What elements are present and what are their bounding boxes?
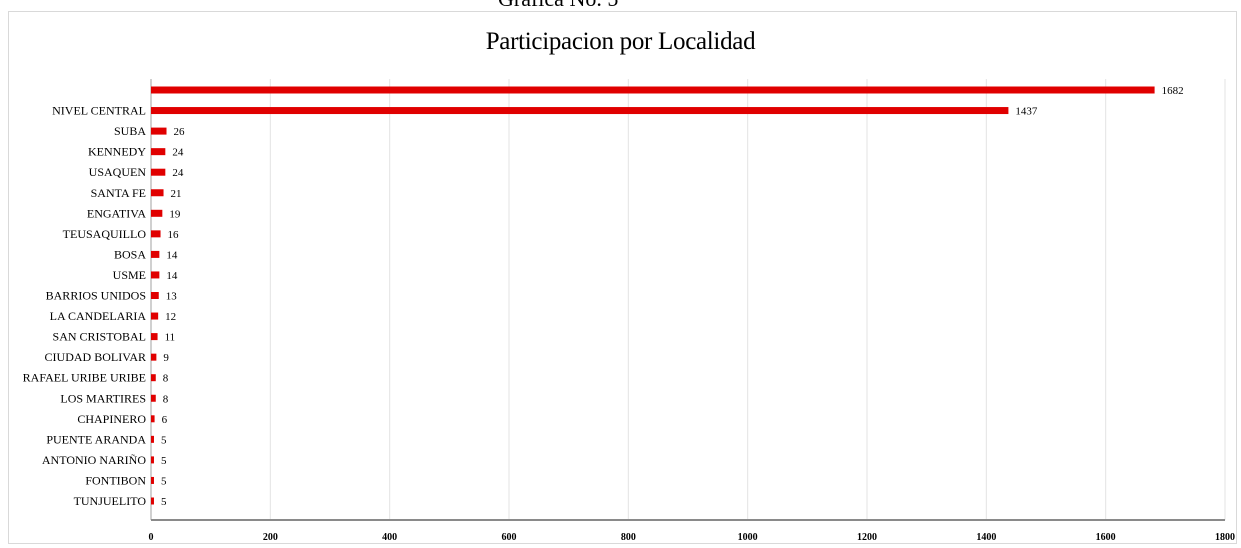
x-tick-label: 1600 — [1096, 532, 1116, 543]
data-label: 8 — [163, 373, 169, 385]
x-tick-label: 400 — [382, 532, 397, 543]
bar — [151, 148, 166, 156]
category-label: NIVEL CENTRAL — [52, 104, 146, 118]
bar — [151, 107, 1009, 115]
data-label: 16 — [168, 229, 180, 241]
bar — [151, 209, 163, 217]
category-label: TUNJUELITO — [74, 494, 147, 508]
x-tick-label: 1200 — [857, 532, 877, 543]
data-label: 14 — [166, 249, 178, 261]
bar — [151, 435, 154, 443]
category-label: USAQUEN — [89, 165, 147, 179]
category-label: SANTA FE — [91, 186, 146, 200]
data-label: 1682 — [1162, 85, 1184, 97]
x-tick-label: 800 — [621, 532, 636, 543]
category-label: PUENTE ARANDA — [46, 432, 146, 446]
data-label: 11 — [165, 332, 176, 344]
category-label: CHAPINERO — [77, 412, 146, 426]
category-label: CIUDAD BOLIVAR — [45, 350, 146, 364]
category-label: BOSA — [114, 247, 146, 261]
data-label: 21 — [171, 188, 182, 200]
bar — [151, 415, 155, 423]
x-tick-label: 600 — [502, 532, 517, 543]
data-label: 14 — [166, 270, 178, 282]
bar — [151, 189, 164, 197]
category-label: FONTIBON — [85, 473, 146, 487]
bar — [151, 127, 167, 135]
category-label: USME — [113, 268, 146, 282]
data-label: 9 — [163, 352, 169, 364]
x-tick-label: 1400 — [976, 532, 996, 543]
bar — [151, 374, 156, 382]
category-label: KENNEDY — [88, 145, 146, 159]
data-label: 6 — [162, 414, 168, 426]
category-label: SAN CRISTOBAL — [53, 330, 146, 344]
category-label: LA CANDELARIA — [50, 309, 147, 323]
x-tick-label: 200 — [263, 532, 278, 543]
bar — [151, 292, 159, 299]
data-label: 8 — [163, 393, 169, 405]
data-label: 19 — [169, 208, 181, 220]
data-label: 24 — [172, 147, 184, 159]
data-label: 5 — [161, 496, 167, 508]
figure-caption: Grafica No. 5 — [498, 0, 618, 12]
data-label: 12 — [165, 311, 176, 323]
category-label: BARRIOS UNIDOS — [46, 289, 146, 303]
bar — [151, 333, 158, 341]
x-tick-label: 1000 — [738, 532, 758, 543]
bar — [151, 271, 160, 279]
bar — [151, 353, 157, 361]
category-label: RAFAEL URIBE URIBE — [23, 371, 146, 385]
bar — [151, 456, 154, 464]
category-label: ANTONIO NARIÑO — [42, 453, 146, 467]
x-tick-label: 1800 — [1215, 532, 1235, 543]
data-label: 1437 — [1015, 106, 1037, 118]
bar — [151, 476, 154, 484]
bar — [151, 250, 160, 258]
x-tick-label: 0 — [149, 532, 154, 543]
bar — [151, 394, 156, 402]
bar — [151, 168, 166, 176]
category-label: SUBA — [114, 124, 146, 138]
category-label: ENGATIVA — [87, 206, 146, 220]
bar — [151, 86, 1155, 94]
category-label: LOS MARTIRES — [60, 391, 146, 405]
data-label: 5 — [161, 434, 167, 446]
data-label: 24 — [172, 167, 184, 179]
data-label: 5 — [161, 475, 167, 487]
bar — [151, 312, 159, 320]
data-label: 5 — [161, 455, 167, 467]
bar — [151, 497, 154, 505]
bar — [151, 230, 161, 238]
category-label: TEUSAQUILLO — [63, 227, 147, 241]
data-label: 26 — [174, 126, 186, 138]
chart-frame — [8, 11, 1237, 544]
chart-title: Participacion por Localidad — [485, 28, 756, 55]
data-label: 13 — [166, 291, 178, 303]
